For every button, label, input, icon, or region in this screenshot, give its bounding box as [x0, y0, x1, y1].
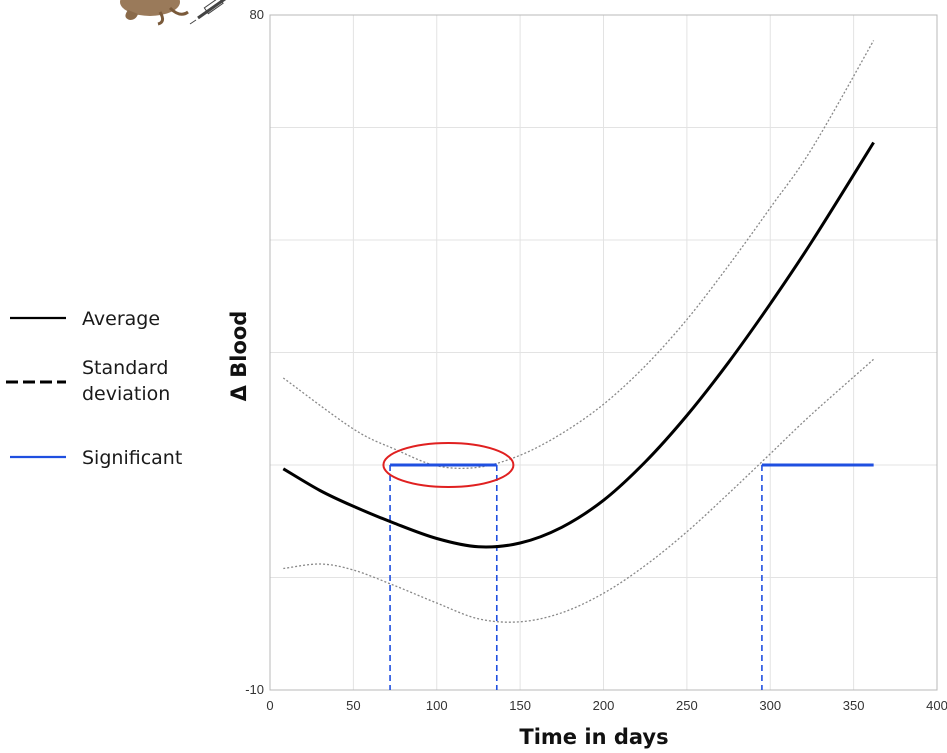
- highlight-ellipse: [382, 442, 515, 488]
- legend-label-standard-deviation: Standard deviation: [82, 357, 170, 405]
- x-tick-label: 0: [266, 698, 273, 713]
- y-tick-label: 80: [250, 7, 264, 22]
- plot-frame: [269, 14, 938, 691]
- x-axis-title: Time in days: [519, 725, 668, 749]
- y-tick-labels: 80 -10: [245, 7, 264, 697]
- monkey-icon: [120, 0, 189, 26]
- series-line-average: [282, 141, 875, 549]
- series-line-standard-deviation-2: [283, 358, 875, 623]
- legend-label-line: Standard: [82, 357, 168, 379]
- x-tick-label: 50: [346, 698, 360, 713]
- y-tick-label: -10: [245, 682, 264, 697]
- x-tick-label: 300: [759, 698, 781, 713]
- series-line-standard-deviation-1: [282, 40, 875, 470]
- x-tick-label: 100: [426, 698, 448, 713]
- y-axis-title: Δ Blood: [227, 311, 251, 402]
- x-tick-label: 150: [509, 698, 531, 713]
- x-tick-label: 400: [926, 698, 947, 713]
- legend-label-line: deviation: [82, 383, 170, 405]
- x-tick-label: 250: [676, 698, 698, 713]
- x-tick-label: 200: [593, 698, 615, 713]
- syringe-icon: [189, 0, 227, 25]
- x-tick-label: 350: [843, 698, 865, 713]
- legend-label-significant: Significant: [82, 447, 182, 469]
- legend: Average Standard deviation Significant: [6, 308, 182, 469]
- x-tick-labels: 0 50 100 150 200 250 300 350 400: [266, 698, 947, 713]
- legend-label-average: Average: [82, 308, 160, 330]
- grid: [269, 14, 938, 691]
- significant-markers: [389, 465, 763, 690]
- series-layer: [282, 40, 875, 623]
